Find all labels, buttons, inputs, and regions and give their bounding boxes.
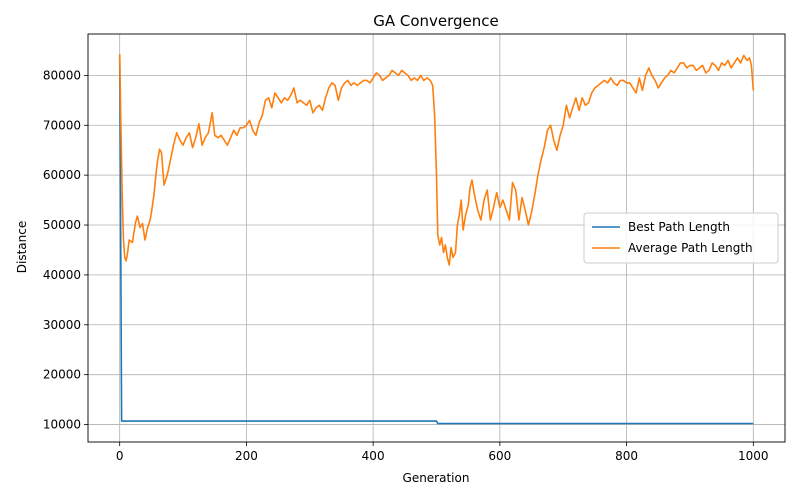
- chart-title: GA Convergence: [373, 12, 499, 30]
- y-tick-label: 50000: [43, 218, 81, 232]
- y-tick-label: 30000: [43, 318, 81, 332]
- y-tick-label: 20000: [43, 368, 81, 382]
- series-line-2: [118, 53, 755, 266]
- legend-box: [583, 212, 779, 264]
- y-axis: 10000 20000 30000 40000 50000 60000 70000 80000: [43, 68, 88, 432]
- x-tick-label: 600: [488, 449, 511, 463]
- legend-label: Best Path Length: [628, 220, 730, 234]
- plot-area: [87, 33, 786, 443]
- x-axis-label: Generation: [403, 471, 470, 485]
- x-tick-label: 800: [615, 449, 638, 463]
- y-tick-label: 70000: [43, 118, 81, 132]
- y-tick-label: 40000: [43, 268, 81, 282]
- legend-label: Average Path Length: [628, 241, 753, 255]
- y-tick-label: 80000: [43, 68, 81, 82]
- x-tick-label: 200: [235, 449, 258, 463]
- series-lines: [118, 53, 755, 425]
- series-line-1: [118, 55, 754, 425]
- x-axis: 0 200 400 600 800 1000: [116, 442, 769, 463]
- legend: Best Path Length Average Path Length: [583, 212, 779, 264]
- x-tick-label: 0: [116, 449, 124, 463]
- x-tick-label: 1000: [738, 449, 769, 463]
- y-axis-label: Distance: [15, 221, 29, 273]
- x-tick-label: 400: [362, 449, 385, 463]
- y-tick-label: 10000: [43, 418, 81, 432]
- y-tick-label: 60000: [43, 168, 81, 182]
